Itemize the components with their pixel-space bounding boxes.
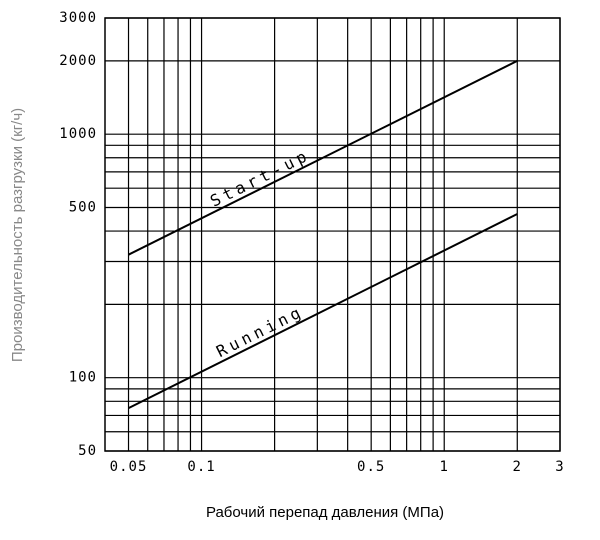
y-tick-label: 2000 — [59, 53, 97, 69]
x-tick-label: 2 — [513, 459, 522, 475]
y-tick-label: 100 — [69, 370, 97, 386]
x-tick-label: 0.1 — [187, 459, 215, 475]
y-tick-label: 500 — [69, 199, 97, 215]
x-axis-label: Рабочий перепад давления (МПа) — [206, 504, 444, 521]
x-tick-label: 0.05 — [110, 459, 148, 475]
plot-frame — [104, 17, 561, 452]
x-tick-label: 0.5 — [357, 459, 385, 475]
series-line — [128, 213, 518, 410]
x-tick-label: 3 — [555, 459, 564, 475]
series-line — [128, 59, 518, 256]
y-tick-label: 1000 — [59, 126, 97, 142]
y-tick-label: 3000 — [59, 10, 97, 26]
y-tick-label: 50 — [78, 443, 97, 459]
series-label: Start-up — [207, 145, 313, 211]
y-axis-label: Производительность разгрузки (кг/ч) — [9, 108, 26, 362]
series-label: Running — [213, 301, 307, 361]
x-tick-label: 1 — [440, 459, 449, 475]
